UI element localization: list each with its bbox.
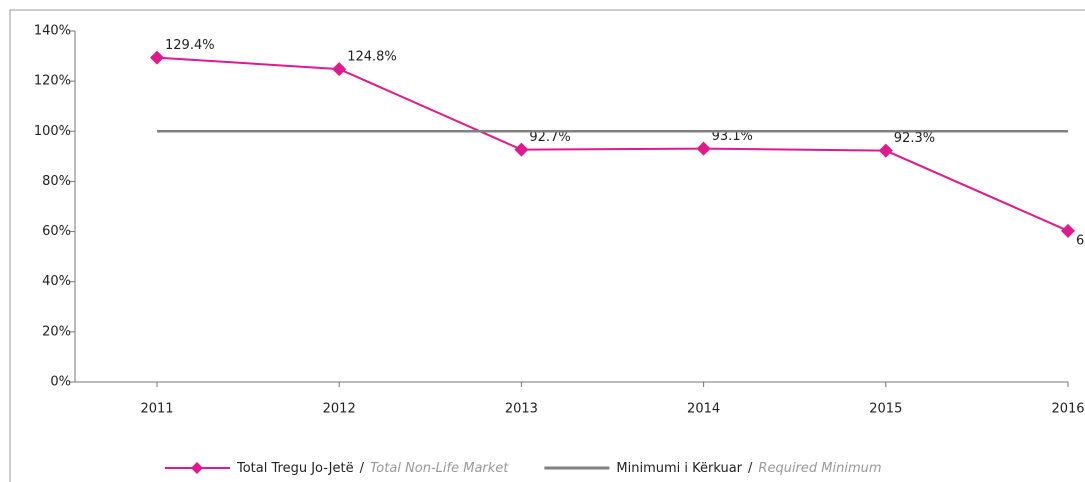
legend-name: Total Tregu Jo-Jetë — [236, 461, 354, 476]
y-tick-label: 100% — [34, 124, 71, 139]
x-tick-label: 2014 — [687, 402, 720, 417]
x-tick-label: 2013 — [505, 402, 538, 417]
marker — [514, 142, 529, 157]
marker — [1061, 223, 1075, 238]
x-tick-label: 2011 — [140, 402, 173, 417]
legend-name: Minimumi i Kërkuar — [616, 461, 742, 476]
y-tick-label: 80% — [42, 174, 71, 189]
x-tick-label: 2015 — [869, 402, 902, 417]
y-tick-label: 60% — [42, 224, 71, 239]
marker — [332, 62, 347, 77]
legend-sep: / — [748, 461, 753, 476]
y-tick-label: 120% — [34, 74, 71, 89]
legend-marker — [191, 462, 203, 474]
marker — [150, 50, 164, 65]
y-tick-label: 20% — [42, 324, 71, 339]
data-label: 60.3% — [1076, 233, 1085, 248]
marker — [696, 141, 711, 156]
legend-sep: / — [360, 461, 365, 476]
series-line — [156, 56, 1069, 232]
y-tick-label: 0% — [50, 375, 71, 390]
frame — [9, 9, 1085, 482]
x-tick-label: 2016 — [1051, 402, 1084, 417]
data-label: 129.4% — [165, 38, 215, 53]
legend-label: Minimumi i Kërkuar / Required Minimum — [616, 461, 881, 476]
marker — [878, 143, 893, 158]
x-tick-label: 2012 — [323, 402, 356, 417]
data-label: 124.8% — [347, 50, 397, 65]
data-label: 92.7% — [529, 130, 570, 145]
y-tick-label: 140% — [34, 24, 71, 39]
legend-name-en: Required Minimum — [758, 461, 881, 476]
legend-label: Total Tregu Jo-Jetë / Total Non-Life Marke… — [236, 461, 509, 476]
legend-name-en: Total Non-Life Market — [370, 461, 509, 476]
data-label: 93.1% — [712, 129, 753, 144]
data-label: 92.3% — [894, 131, 935, 146]
y-tick-label: 40% — [42, 274, 71, 289]
